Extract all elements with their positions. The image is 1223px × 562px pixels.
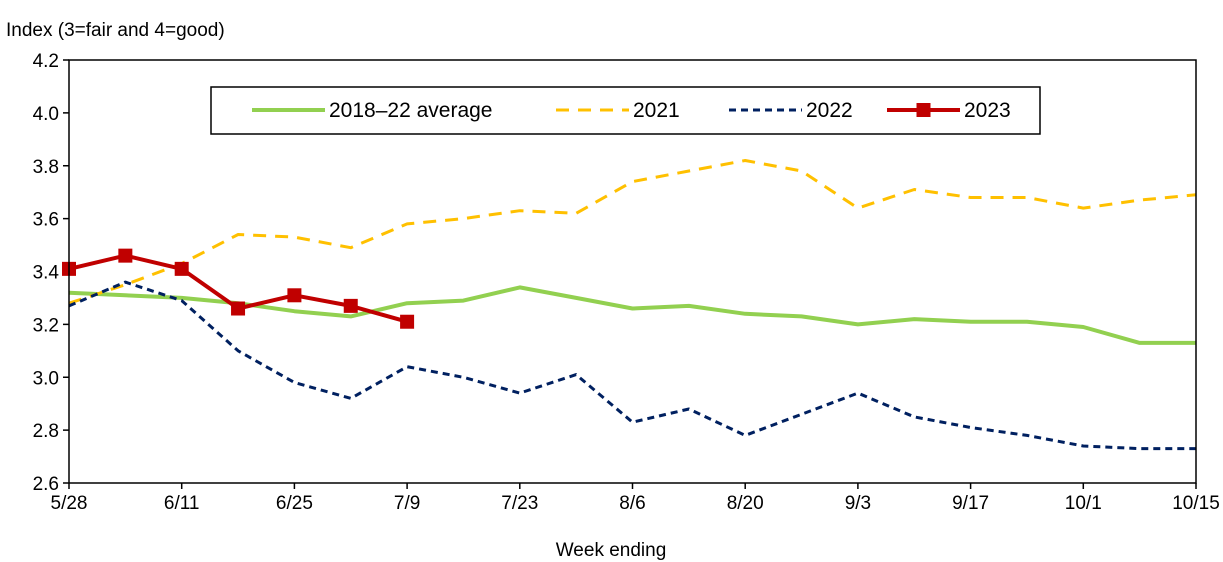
x-tick-label: 6/25 (276, 493, 313, 514)
y-tick-label: 3.0 (33, 368, 59, 389)
legend-marker-3 (916, 103, 931, 117)
plot-area (62, 159, 1197, 451)
x-tick-label: 7/23 (501, 493, 538, 514)
y-axis: 2.6 2.8 3.0 3.2 3.4 3.6 3.8 4.0 4.2 (33, 51, 69, 495)
series-point-3 (231, 301, 246, 316)
x-axis: 5/28 6/11 6/25 7/9 7/23 8/6 8/20 9/3 9/17 10/1 10/… (51, 483, 1220, 514)
series-point-3 (174, 261, 189, 276)
series-line-1 (68, 159, 1197, 305)
y-tick-label: 3.2 (33, 315, 59, 336)
x-tick-label: 9/3 (845, 493, 871, 514)
series-point-3 (287, 288, 302, 303)
x-tick-label: 8/20 (727, 493, 764, 514)
x-tick-label: 5/28 (51, 493, 88, 514)
legend-label-0: 2018–22 average (329, 99, 492, 122)
y-tick-label: 3.6 (33, 210, 59, 231)
x-axis-title: Week ending (556, 540, 667, 561)
y-tick-label: 3.4 (33, 263, 60, 284)
x-tick-label: 8/6 (619, 493, 645, 514)
y-tick-label: 4.2 (33, 51, 59, 72)
y-tick-label: 2.8 (33, 421, 59, 442)
x-tick-label: 10/15 (1172, 493, 1220, 514)
legend-label-2: 2022 (806, 99, 853, 122)
y-tick-label: 4.0 (33, 104, 59, 125)
plot-frame (68, 59, 1197, 484)
series-point-3 (343, 298, 358, 313)
x-tick-label: 9/17 (952, 493, 989, 514)
y-tick-label: 3.8 (33, 157, 59, 178)
series-point-3 (400, 314, 415, 329)
series-point-3 (118, 248, 133, 263)
legend: 2018–22 average 2021 2022 2023 (210, 86, 1041, 135)
x-tick-label: 7/9 (394, 493, 420, 514)
legend-label-3: 2023 (964, 99, 1011, 122)
y-tick-label: 2.6 (33, 474, 59, 495)
y-axis-title: Index (3=fair and 4=good) (6, 20, 225, 41)
x-tick-label: 10/1 (1065, 493, 1102, 514)
x-tick-label: 6/11 (164, 493, 200, 514)
series-line-2 (68, 280, 1196, 451)
legend-label-1: 2021 (633, 99, 680, 122)
